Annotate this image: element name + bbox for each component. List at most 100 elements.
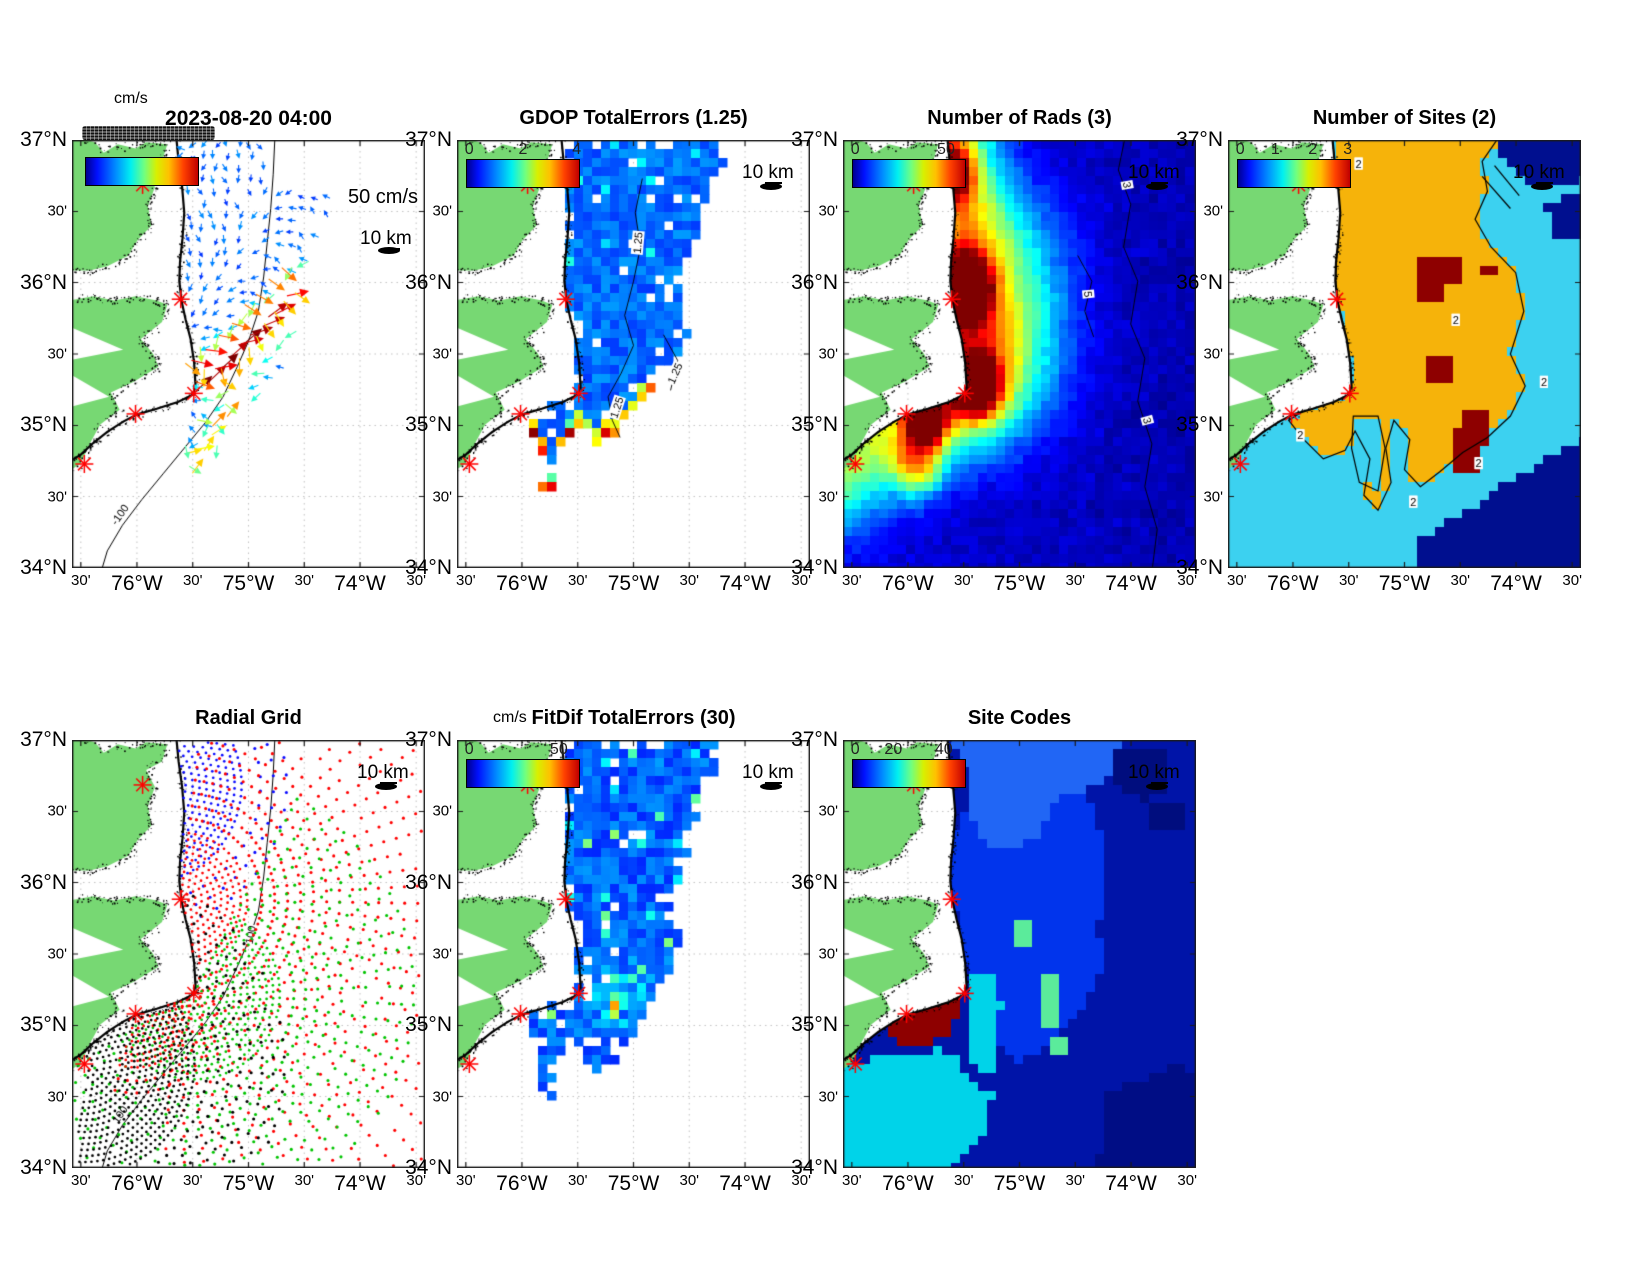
x-tick-label: 30' xyxy=(1227,572,1247,589)
x-tick-label: 30' xyxy=(1177,1172,1197,1189)
panel-title: Radial Grid xyxy=(195,707,302,729)
colorbar-tick-label: 3 xyxy=(1343,141,1353,158)
y-tick-label: 34°N xyxy=(20,556,67,579)
y-tick-label: 35°N xyxy=(791,1013,838,1037)
x-tick-label: 74°W xyxy=(1105,572,1157,595)
map-canvas-gdop xyxy=(457,140,810,568)
colorbar-tick-label: 2 xyxy=(518,141,528,158)
x-tick-label: 30' xyxy=(1562,572,1582,589)
y-tick-label: 30' xyxy=(47,345,67,363)
colorbar-tick-label: 50 xyxy=(549,741,568,758)
colorbar-tick-label: 4 xyxy=(572,141,582,158)
colorbar: 0 2 4 xyxy=(465,141,581,188)
y-tick-label: 34°N xyxy=(20,1156,67,1179)
x-tick-label: 75°W xyxy=(607,1172,660,1195)
site-label-stack xyxy=(82,126,215,140)
x-tick-label: 30' xyxy=(456,1172,476,1189)
x-tick-label: 30' xyxy=(456,572,476,589)
x-tick-label: 75°W xyxy=(993,1172,1046,1195)
y-tick-label: 37°N xyxy=(20,128,67,151)
y-tick-label: 30' xyxy=(47,202,67,220)
x-tick-label: 30' xyxy=(1177,572,1197,589)
panel-site-codes: Site Codes 0 20 40 10 km 30' 76°W 30' 75°W 30'… xyxy=(791,707,1197,1195)
x-tick-label: 30' xyxy=(71,1172,91,1189)
y-tick-label: 30' xyxy=(818,802,838,820)
distance-scale-label: 10 km xyxy=(1513,162,1565,184)
colorbar-tick-label: 40 xyxy=(934,741,953,758)
map-canvas-number-of-sites xyxy=(1228,140,1581,568)
panel-title: 2023-08-20 04:00 xyxy=(165,107,332,130)
y-tick-label: 30' xyxy=(818,202,838,220)
y-tick-label: 30' xyxy=(1203,202,1223,220)
panel-title: Number of Rads (3) xyxy=(927,107,1112,129)
y-tick-label: 30' xyxy=(818,1088,838,1106)
y-tick-label: 30' xyxy=(1203,345,1223,363)
y-tick-label: 36°N xyxy=(791,870,838,894)
x-tick-label: 30' xyxy=(294,1172,315,1189)
panel-title: GDOP TotalErrors (1.25) xyxy=(519,107,748,129)
x-tick-label: 30' xyxy=(567,1172,588,1189)
panel-number-of-sites: Number of Sites (2) 0 1 2 3 10 km 30' 76°W 30… xyxy=(1176,107,1582,595)
y-tick-label: 30' xyxy=(818,345,838,363)
y-tick-label: 30' xyxy=(47,1088,67,1106)
y-tick-label: 34°N xyxy=(791,1156,838,1179)
y-tick-label: 30' xyxy=(432,802,452,820)
y-tick-label: 37°N xyxy=(791,728,838,751)
x-tick-label: 30' xyxy=(791,572,811,589)
distance-scale-bar xyxy=(378,247,400,254)
colorbar-tick-label: 0 xyxy=(850,741,860,758)
x-tick-label: 30' xyxy=(679,572,700,589)
y-tick-label: 36°N xyxy=(20,270,67,294)
distance-scale-label: 10 km xyxy=(357,762,409,784)
x-tick-label: 30' xyxy=(1338,572,1359,589)
x-tick-label: 30' xyxy=(1450,572,1471,589)
y-tick-label: 37°N xyxy=(405,128,452,151)
panel-title: Site Codes xyxy=(967,707,1072,729)
x-tick-label: 30' xyxy=(791,1172,811,1189)
y-tick-label: 35°N xyxy=(20,413,67,437)
distance-scale-bar xyxy=(1531,183,1553,190)
y-tick-label: 30' xyxy=(432,1088,452,1106)
distance-scale-label: 10 km xyxy=(742,162,794,184)
x-tick-label: 76°W xyxy=(882,572,934,595)
panel-surface-currents: cm/s 2023-08-20 04:00 50 cm/s 10 km 30' 7… xyxy=(20,90,426,595)
x-tick-label: 30' xyxy=(294,572,315,589)
distance-scale-label: 10 km xyxy=(1128,162,1180,184)
speed-scale-label: 50 cm/s xyxy=(348,186,419,208)
distance-scale-bar xyxy=(1146,783,1168,790)
y-tick-label: 30' xyxy=(47,945,67,963)
y-tick-label: 30' xyxy=(432,945,452,963)
units-label: cm/s xyxy=(114,90,148,107)
x-tick-label: 76°W xyxy=(882,1172,934,1195)
x-tick-label: 74°W xyxy=(1490,572,1542,595)
panel-title: Number of Sites (2) xyxy=(1312,107,1497,129)
x-tick-label: 30' xyxy=(182,572,203,589)
distance-scale-label: 10 km xyxy=(742,762,794,784)
y-tick-label: 30' xyxy=(432,488,452,506)
colorbar-tick-label: 1 xyxy=(1270,141,1280,158)
colorbar-tick-label: 0 xyxy=(464,141,474,158)
x-tick-label: 76°W xyxy=(111,1172,163,1195)
y-tick-label: 36°N xyxy=(1176,270,1223,294)
distance-scale-bar xyxy=(760,183,782,190)
y-tick-label: 36°N xyxy=(405,270,452,294)
panel-radial-grid: Radial Grid 10 km 30' 76°W 30' 75°W 30' 74°W 3… xyxy=(20,707,426,1195)
x-tick-label: 75°W xyxy=(1378,572,1431,595)
x-tick-label: 30' xyxy=(679,1172,700,1189)
y-tick-label: 30' xyxy=(432,345,452,363)
x-tick-label: 30' xyxy=(953,1172,974,1189)
y-tick-label: 30' xyxy=(432,202,452,220)
map-canvas-number-of-rads xyxy=(843,140,1196,568)
panel-gdop-total-errors: GDOP TotalErrors (1.25) 0 2 4 10 km 30' 76°… xyxy=(405,107,811,595)
x-tick-label: 30' xyxy=(182,1172,203,1189)
y-tick-label: 30' xyxy=(1203,488,1223,506)
x-tick-label: 30' xyxy=(1065,572,1086,589)
x-tick-label: 74°W xyxy=(334,1172,386,1195)
y-tick-label: 30' xyxy=(818,488,838,506)
map-canvas-surface-currents xyxy=(72,140,425,568)
x-tick-label: 75°W xyxy=(993,572,1046,595)
y-tick-label: 37°N xyxy=(20,728,67,751)
colorbar xyxy=(85,157,199,186)
y-tick-label: 35°N xyxy=(20,1013,67,1037)
distance-scale-bar xyxy=(760,783,782,790)
